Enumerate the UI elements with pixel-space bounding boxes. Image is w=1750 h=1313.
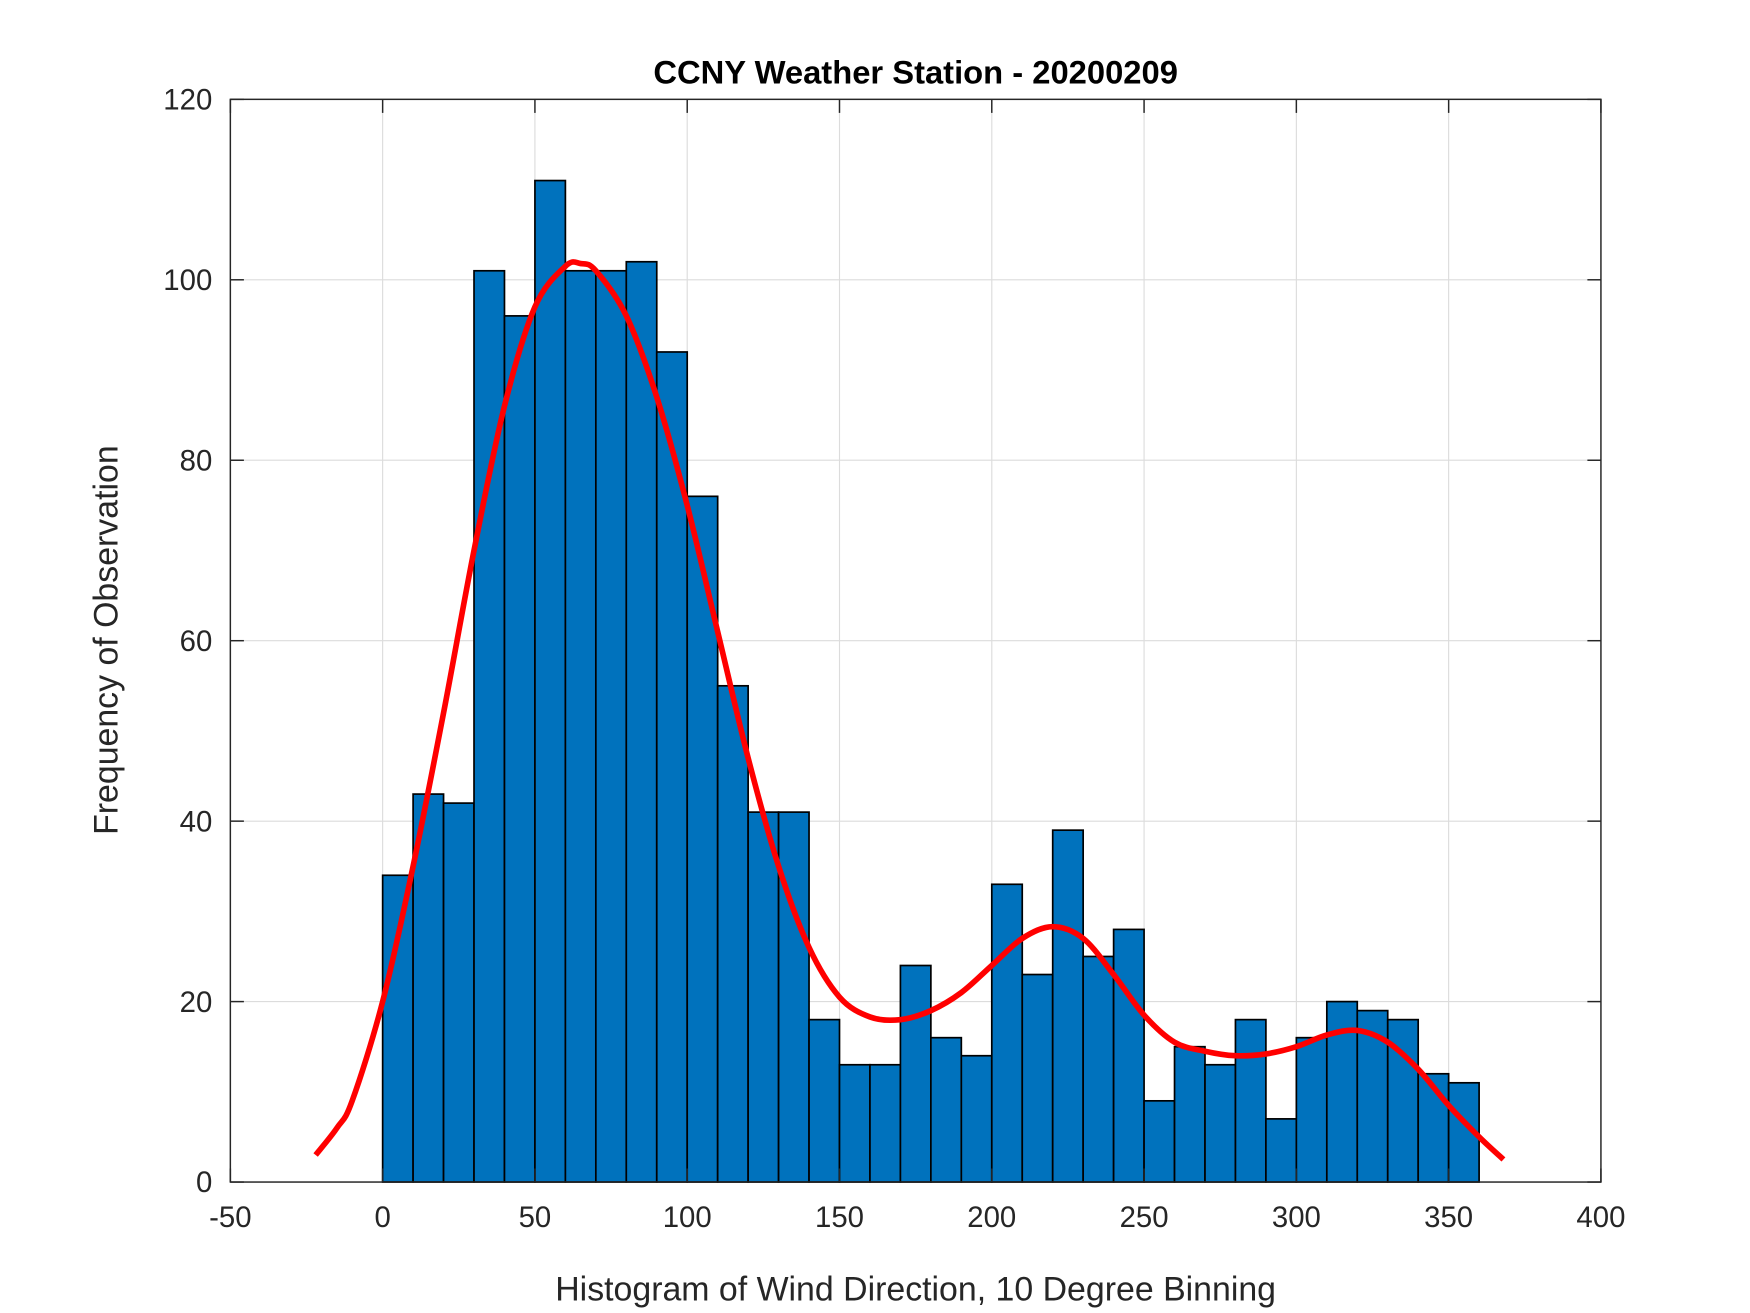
histogram-bar [899, 964, 932, 1183]
x-tick-labels: -50 0 50 100 150 200 250 300 350 400 [209, 1201, 1625, 1234]
x-tick-label: 350 [1424, 1201, 1473, 1234]
histogram-bar [869, 1063, 902, 1183]
histogram-bar [534, 179, 567, 1183]
x-tick-label: 150 [815, 1201, 864, 1234]
histogram-bar [625, 260, 658, 1183]
histogram-bar [1021, 973, 1054, 1183]
histogram-bar [1173, 1045, 1206, 1183]
histogram-bar [990, 883, 1024, 1183]
histogram-bar [1204, 1063, 1237, 1183]
y-tick-labels: 0 20 40 60 80 100 120 [163, 84, 212, 1200]
histogram-bar [838, 1063, 871, 1183]
x-tick-label: 300 [1272, 1201, 1321, 1234]
chart-title: CCNY Weather Station - 20200209 [653, 54, 1178, 91]
x-tick-label: 100 [663, 1201, 712, 1234]
x-tick-label: 200 [967, 1201, 1016, 1234]
histogram-bar [1051, 829, 1085, 1183]
histogram-bar [808, 1018, 841, 1183]
histogram-bar [655, 351, 689, 1183]
y-axis-label: Frequency of Observation [87, 445, 125, 835]
y-tick-label: 40 [180, 805, 213, 838]
x-tick-label: -50 [209, 1201, 251, 1234]
bars [381, 179, 1480, 1183]
histogram-bar [564, 269, 597, 1183]
fit-curve [313, 259, 1506, 1162]
x-tick-label: 50 [519, 1201, 552, 1234]
x-tick-label: 250 [1120, 1201, 1169, 1234]
histogram-bar [503, 315, 536, 1183]
x-axis-label: Histogram of Wind Direction, 10 Degree B… [555, 1271, 1276, 1309]
histogram-bar [1143, 1099, 1176, 1183]
histogram-bar [716, 684, 749, 1183]
histogram-bar [777, 811, 810, 1183]
histogram-bar [381, 874, 414, 1183]
histogram-bar [1295, 1036, 1328, 1183]
histogram-bar [473, 269, 506, 1183]
ticks [229, 98, 1602, 1183]
histogram-bar [1082, 955, 1115, 1183]
y-tick-label: 20 [180, 986, 213, 1019]
x-tick-label: 400 [1576, 1201, 1625, 1234]
histogram-bar [686, 495, 719, 1183]
histogram-bar [442, 802, 475, 1183]
histogram-bar [930, 1036, 963, 1183]
histogram-bar [1356, 1009, 1389, 1183]
histogram-bar [747, 811, 780, 1183]
y-tick-label: 80 [180, 444, 213, 477]
histogram-bar [1234, 1018, 1267, 1183]
y-tick-label: 0 [196, 1166, 212, 1199]
y-tick-label: 100 [163, 264, 212, 297]
histogram-bar [1265, 1118, 1298, 1183]
x-tick-label: 0 [374, 1201, 390, 1234]
histogram-bar [594, 269, 628, 1183]
histogram-bar [1112, 928, 1145, 1183]
histogram-bar [960, 1054, 993, 1183]
y-tick-label: 60 [180, 625, 213, 658]
y-tick-label: 120 [163, 84, 212, 117]
